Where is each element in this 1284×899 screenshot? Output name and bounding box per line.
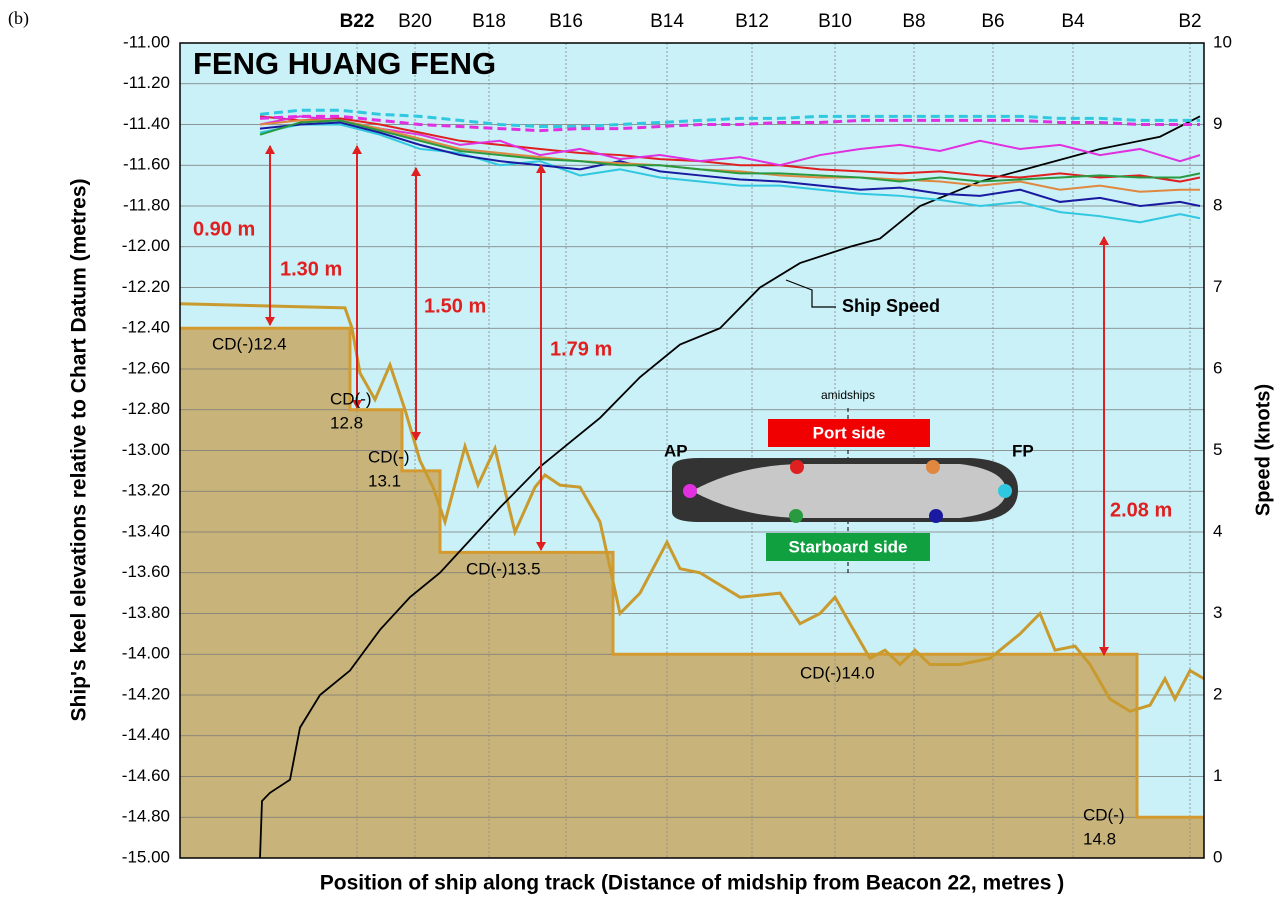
y-tick-label: -14.80 (122, 807, 170, 826)
x-tick-label: B10 (818, 11, 852, 32)
y2-tick-label: 9 (1213, 114, 1222, 133)
y-tick-label: -15.00 (122, 847, 170, 866)
y-tick-label: -12.00 (122, 236, 170, 255)
y2-tick-label: 1 (1213, 766, 1222, 785)
y2-tick-label: 8 (1213, 195, 1222, 214)
x-tick-label: B6 (981, 11, 1004, 32)
depth-label: CD(-) (1083, 805, 1125, 824)
clearance-label: 1.50 m (424, 295, 486, 317)
y2-tick-label: 4 (1213, 521, 1222, 540)
x-tick-label: B8 (902, 11, 925, 32)
keel-line (259, 121, 1201, 208)
y-axis-title: Ship's keel elevations relative to Chart… (68, 178, 91, 721)
speed-leader (785, 279, 836, 308)
y2-tick-label: 3 (1213, 603, 1222, 622)
x-tick-label: B20 (398, 11, 432, 32)
y-tick-label: -13.00 (122, 440, 170, 459)
sensor-dot (998, 484, 1012, 498)
sensor-dot (929, 509, 943, 523)
keel-line (259, 114, 1200, 133)
x-tick-label: B18 (472, 11, 506, 32)
y2-tick-label: 7 (1213, 277, 1222, 296)
speed-label: Ship Speed (842, 296, 940, 316)
y2-axis-title: Speed (knots) (1252, 384, 1274, 516)
port-box (768, 419, 930, 447)
hull-inner (692, 464, 1006, 518)
clearance-label: 1.30 m (280, 258, 342, 280)
y-tick-label: -13.60 (122, 562, 170, 581)
y2-tick-label: 0 (1213, 847, 1222, 866)
sensor-dot (789, 509, 803, 523)
clearance-label: 0.90 m (193, 218, 255, 240)
x-tick-label: B4 (1061, 11, 1085, 32)
depth-label: CD(-)13.5 (466, 559, 541, 578)
y2-tick-label: 2 (1213, 684, 1222, 703)
y-tick-label: -12.20 (122, 277, 170, 296)
depth-label: 12.8 (330, 413, 363, 432)
keel-line (259, 108, 1200, 129)
x-tick-label: B14 (650, 11, 684, 32)
starboard-box (766, 533, 930, 561)
y-tick-label: -11.20 (123, 73, 170, 92)
y-tick-label: -12.40 (122, 318, 170, 337)
depth-label: CD(-)14.0 (800, 663, 875, 682)
keel-line (259, 115, 1201, 183)
panel-label: (b) (8, 8, 29, 29)
keel-line (259, 119, 1200, 193)
depth-label: CD(-) (368, 447, 410, 466)
sensor-dot (926, 460, 940, 474)
y-tick-label: -14.00 (122, 644, 170, 663)
chart-title: FENG HUANG FENG (193, 46, 496, 81)
y-tick-label: -14.60 (122, 766, 170, 785)
keel-line (259, 119, 1201, 183)
x-tick-label: B22 (340, 11, 375, 32)
x-tick-label: B16 (549, 11, 583, 32)
keel-line (259, 123, 1201, 224)
x-axis-title: Position of ship along track (Distance o… (320, 872, 1064, 895)
y-tick-label: -14.40 (122, 725, 170, 744)
fore-label: FP (1012, 441, 1034, 460)
midline-label: amidships (821, 388, 875, 402)
sensor-dot (683, 484, 697, 498)
bed-profile-line (179, 302, 1205, 713)
y2-tick-label: 5 (1213, 440, 1222, 459)
y-tick-label: -13.80 (122, 603, 170, 622)
clearance-label: 1.79 m (550, 338, 612, 360)
depth-label: CD(-) (330, 389, 372, 408)
clearance-label: 2.08 m (1110, 499, 1172, 521)
y-tick-label: -12.80 (122, 399, 170, 418)
port-label: Port side (813, 423, 886, 442)
starboard-label: Starboard side (788, 537, 907, 556)
aft-label: AP (664, 441, 688, 460)
x-tick-label: B12 (735, 11, 769, 32)
depth-label: CD(-)12.4 (212, 334, 287, 353)
y-tick-label: -11.60 (123, 155, 170, 174)
depth-label: 13.1 (368, 471, 401, 490)
plot-border (179, 42, 1205, 859)
x-tick-label: B2 (1178, 11, 1201, 32)
keel-line (259, 115, 1201, 167)
sensor-dot (790, 460, 804, 474)
y-tick-label: -12.60 (122, 358, 170, 377)
seabed-fill (180, 328, 1204, 858)
y2-tick-label: 10 (1213, 32, 1232, 51)
y-tick-label: -11.00 (123, 32, 170, 51)
y-tick-label: -11.40 (123, 114, 170, 133)
y-tick-label: -13.40 (122, 521, 170, 540)
y-tick-label: -11.80 (123, 195, 170, 214)
y2-tick-label: 6 (1213, 358, 1222, 377)
y-tick-label: -14.20 (122, 684, 170, 703)
depth-label: 14.8 (1083, 829, 1116, 848)
y-tick-label: -13.20 (122, 481, 170, 500)
